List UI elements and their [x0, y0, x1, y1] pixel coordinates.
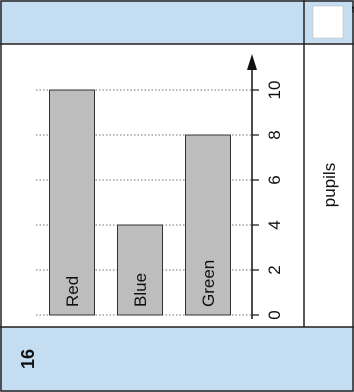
- axis-arrow: [247, 54, 257, 70]
- tick-label-0: 0: [265, 310, 284, 319]
- side-code: 16: [350, 6, 354, 13]
- bar-chart: Red Blue Green 0 2 4 6 8 10: [36, 54, 284, 320]
- bar-green: [185, 134, 231, 316]
- question-number-band: [0, 327, 354, 392]
- tick-label-4: 4: [265, 220, 284, 229]
- bar-blue: [117, 224, 163, 316]
- category-label-red: Red: [63, 276, 82, 307]
- category-label-blue: Blue: [131, 273, 150, 307]
- tick-label-10: 10: [265, 81, 284, 100]
- answer-unit: pupils: [320, 163, 339, 207]
- bar-red: [49, 89, 95, 316]
- top-band: [0, 0, 354, 44]
- tick-label-2: 2: [265, 265, 284, 274]
- question-number: 16: [18, 349, 38, 369]
- tick-label-6: 6: [265, 175, 284, 184]
- category-label-green: Green: [199, 260, 218, 307]
- answer-box[interactable]: [312, 5, 344, 39]
- tick-label-8: 8: [265, 130, 284, 139]
